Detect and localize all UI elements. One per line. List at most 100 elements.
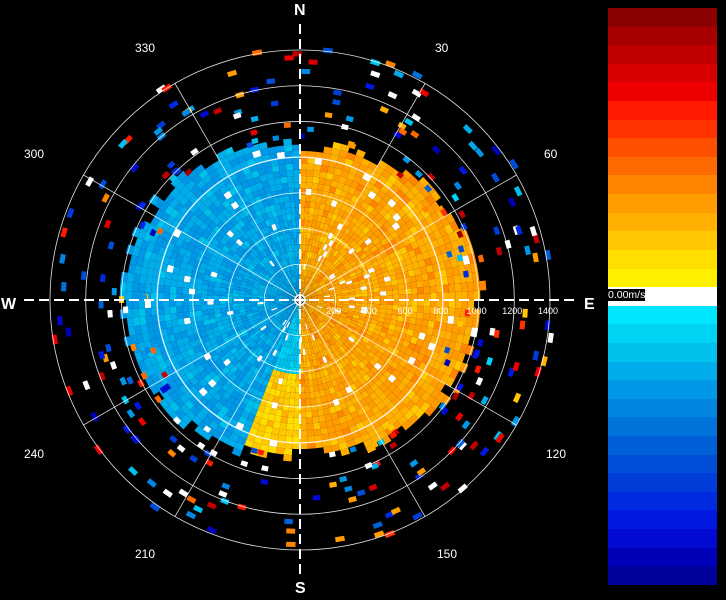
velocity-cell-shape: [363, 320, 371, 327]
velocity-cell: [177, 318, 185, 326]
velocity-cell-shape: [174, 377, 185, 388]
velocity-cell-shape: [325, 419, 334, 428]
velocity-cell: [317, 303, 324, 307]
velocity-cell-shape: [435, 307, 443, 315]
velocity-cell: [322, 356, 328, 364]
velocity-cell: [242, 319, 250, 326]
velocity-cell: [303, 303, 308, 310]
velocity-cell-shape: [302, 276, 306, 283]
velocity-cell: [308, 315, 313, 322]
velocity-cell-shape: [307, 245, 312, 252]
velocity-cell: [328, 309, 335, 314]
velocity-cell: [269, 333, 275, 340]
velocity-cell-shape: [327, 323, 334, 329]
velocity-cell: [328, 307, 336, 312]
velocity-cell: [226, 284, 234, 290]
velocity-cell: [380, 250, 389, 258]
velocity-cell-shape: [238, 293, 245, 298]
velocity-cell: [320, 427, 329, 435]
velocity-cell: [163, 300, 170, 308]
velocity-cell-shape: [423, 306, 431, 314]
velocity-cell: [351, 277, 359, 283]
velocity-cell: [401, 395, 411, 406]
velocity-cell-shape: [259, 311, 266, 316]
velocity-cell: [339, 375, 347, 383]
velocity-cell: [415, 377, 426, 388]
velocity-cell: [404, 334, 413, 343]
velocity-cell-shape: [284, 391, 291, 399]
velocity-cell-shape: [260, 314, 268, 320]
velocity-cell: [428, 313, 436, 322]
velocity-cell: [346, 355, 354, 363]
velocity-cell-shape: [132, 300, 139, 309]
velocity-cell-shape: [350, 367, 359, 376]
velocity-cell-shape: [319, 357, 325, 365]
velocity-cell-shape: [184, 399, 195, 410]
velocity-cell: [249, 372, 257, 381]
velocity-cell: [307, 271, 311, 278]
velocity-cell-shape: [358, 279, 366, 285]
velocity-cell: [285, 435, 293, 443]
velocity-cell: [430, 398, 441, 410]
velocity-cell: [326, 380, 334, 389]
velocity-cell: [395, 320, 404, 328]
velocity-cell: [418, 228, 428, 238]
velocity-cell-shape: [352, 280, 360, 286]
velocity-cell: [276, 296, 283, 299]
velocity-cell-shape: [410, 240, 420, 250]
velocity-cell-shape: [282, 303, 289, 306]
velocity-cell: [174, 332, 182, 341]
velocity-cell: [301, 336, 305, 343]
velocity-cell: [387, 383, 397, 393]
velocity-cell-shape: [340, 282, 347, 287]
velocity-cell-shape: [132, 282, 140, 292]
velocity-cell-shape: [377, 358, 386, 367]
velocity-cell-shape: [249, 341, 257, 348]
velocity-cell: [244, 294, 252, 298]
velocity-cell-shape: [342, 407, 351, 416]
velocity-cell: [196, 410, 207, 421]
velocity-cell: [344, 277, 352, 283]
velocity-cell: [286, 307, 292, 312]
velocity-cell: [245, 336, 253, 343]
velocity-cell: [309, 207, 315, 215]
velocity-cell-shape: [320, 229, 327, 237]
velocity-cell: [151, 307, 158, 316]
velocity-cell: [352, 339, 360, 347]
velocity-cell: [141, 258, 150, 268]
velocity-cell-shape: [341, 289, 349, 294]
velocity-cell-shape: [324, 388, 331, 396]
velocity-cell: [442, 284, 449, 293]
velocity-cell-shape: [374, 295, 381, 300]
velocity-cell-shape: [203, 374, 213, 384]
velocity-cell: [182, 281, 190, 289]
velocity-cell: [327, 232, 334, 240]
velocity-cell: [350, 375, 359, 384]
velocity-cell-shape: [283, 304, 290, 309]
velocity-cell-shape: [378, 366, 387, 375]
velocity-cell-shape: [340, 359, 348, 368]
velocity-cell-shape: [342, 294, 350, 298]
velocity-cell: [442, 292, 450, 300]
velocity-cell-shape: [357, 385, 366, 394]
velocity-cell: [306, 329, 310, 336]
velocity-cell-shape: [354, 364, 363, 373]
velocity-cell-shape: [327, 310, 335, 315]
velocity-cell: [362, 172, 372, 182]
velocity-cell-shape: [347, 269, 355, 275]
velocity-cell-shape: [385, 309, 393, 315]
velocity-cell: [285, 429, 294, 437]
velocity-cell-shape: [377, 277, 385, 284]
velocity-cell-shape: [275, 370, 281, 378]
velocity-cell: [251, 308, 259, 313]
velocity-cell: [355, 302, 362, 307]
velocity-cell: [133, 316, 141, 327]
velocity-cell: [152, 363, 162, 374]
velocity-cell-shape: [322, 439, 332, 448]
velocity-cell-shape: [391, 396, 402, 407]
velocity-cell: [335, 377, 343, 385]
velocity-cell-shape: [294, 311, 297, 318]
velocity-cell-shape: [305, 298, 312, 300]
velocity-cell-shape: [309, 314, 315, 321]
velocity-cell: [388, 340, 397, 348]
